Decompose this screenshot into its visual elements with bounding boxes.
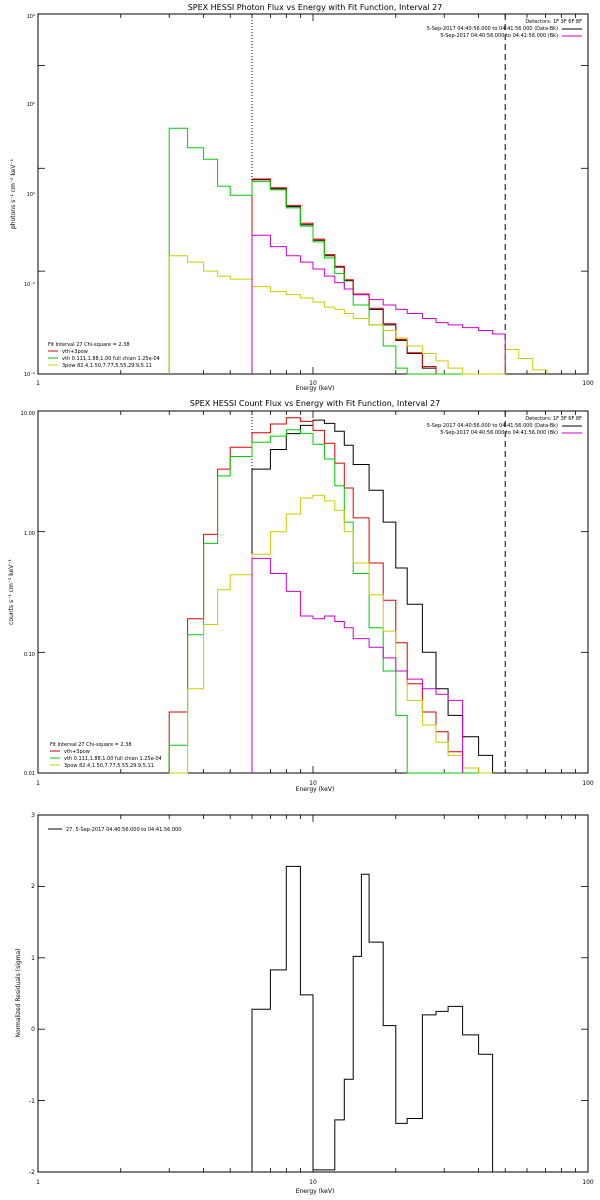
panel2-ytick-label-0: 0.01: [24, 771, 35, 777]
panel2-legend-tr-1: 5-Sep-2017 04:40:56.000 to 04:41:56.000 …: [427, 423, 558, 429]
panel1-ytick-label-2: 10⁰: [27, 192, 35, 198]
panel2-xtick-label-10: 10: [309, 780, 317, 787]
panel2-title: SPEX HESSI Count Flux vs Energy with Fit…: [190, 399, 441, 408]
panel3-ytick-label-3: 1: [31, 955, 35, 962]
panel1-legend-tr-1: 5-Sep-2017 04:40:56.000 to 04:41:56.000 …: [427, 26, 558, 32]
panel3-legend-label: 27. 5-Sep-2017 04:40:56.000 to 04:41:56.…: [66, 827, 181, 833]
panel3-ytick-label-2: 0: [31, 1026, 35, 1033]
panel1-xlabel: Energy (keV): [296, 385, 335, 392]
panel3-xtick-label-10: 10: [309, 1179, 317, 1186]
panel1-xtick-label-1: 1: [36, 380, 40, 387]
panel1-ytick-label-3: 10²: [27, 102, 35, 108]
panel1-legend-tr-0: Detectors: 1F 3F 6F 8F: [525, 19, 582, 25]
panel2-legend-bl-0: Fit Interval 27 Chi-square = 2.38: [50, 742, 132, 748]
panel2-legend-tr-2: 5-Sep-2017 04:40:56.000 to 04:41:56.000 …: [440, 430, 558, 436]
panel2-series-bk: [251, 557, 464, 773]
panel3-marks: [37, 814, 589, 1173]
panel1-legend-bl-1: vth+3pow: [62, 349, 88, 355]
panel1-legend-tr-2: 5-Sep-2017 04:40:56.000 to 04:41:56.000 …: [440, 33, 558, 39]
panel2-legend-bl-3: 3pow 82.4,1.50,7.77,5.55,29.9,5.11: [64, 763, 154, 769]
photon-flux-panel: SPEX HESSI Photon Flux vs Energy with Fi…: [10, 3, 594, 392]
panel3-ytick-label-1: -1: [29, 1098, 35, 1105]
panel2-series-3pow: [169, 494, 493, 774]
panel1-legend-bl-2: vth 0.111,1.88,1.00 full chian 1.25e-04: [62, 356, 160, 362]
panel1-series-3pow: [168, 255, 548, 375]
panel3-series-27: [251, 865, 494, 1172]
panel3-ylabel: Normalized Residuals (sigma): [15, 948, 22, 1037]
panel2-legend-bl-2: vth 0.111,1.88,1.00 full chian 1.25e-04: [64, 756, 162, 762]
panel3-ytick-label-5: 3: [31, 812, 35, 819]
panel2-xtick-label-1: 1: [36, 780, 40, 787]
panel1-series-vth: [168, 127, 506, 375]
panel3-xtick-label-100: 100: [582, 1179, 594, 1186]
residuals-panel: Normalized Residuals (sigma) Energy (keV…: [15, 812, 594, 1195]
panel1-xtick-label-10: 10: [309, 380, 317, 387]
panel1-legend-bl-0: Fit Interval 27 Chi-square = 2.38: [48, 342, 130, 348]
panel3-ytick-label-4: 2: [31, 883, 35, 890]
panel2-legend-tr-0: Detectors: 1F 3F 6F 8F: [525, 416, 582, 422]
count-flux-panel: SPEX HESSI Count Flux vs Energy with Fit…: [8, 399, 594, 793]
panel1-marks: [37, 13, 589, 375]
panel1-title: SPEX HESSI Photon Flux vs Energy with Fi…: [188, 3, 443, 12]
panel2-legend-bl-1: vth+3pow: [64, 749, 90, 755]
panel3-ytick-label-0: -2: [29, 1169, 35, 1176]
panel2-ylabel: counts s⁻¹ cm⁻² keV⁻¹: [8, 559, 15, 625]
panel1-xtick-label-100: 100: [582, 380, 594, 387]
panel1-ylabel: photons s⁻¹ cm⁻² keV⁻¹: [10, 158, 17, 229]
panel2-ytick-label-1: 0.10: [24, 652, 35, 658]
panel1-series-bk: [251, 234, 506, 374]
panel1-ytick-label-1: 10⁻²: [24, 282, 35, 288]
panel1-ytick-label-4: 10³: [27, 14, 35, 20]
panel2-xlabel: Energy (keV): [296, 786, 335, 793]
panel2-xtick-label-100: 100: [582, 780, 594, 787]
panel1-ytick-label-0: 10⁻⁴: [24, 372, 35, 378]
panel3-xlabel: Energy (keV): [296, 1188, 335, 1195]
panel2-series-vth: [168, 429, 493, 774]
panel2-ytick-label-2: 1.00: [24, 531, 35, 537]
panel2-ytick-label-3: 10.00: [21, 411, 35, 417]
panel2-marks: [37, 410, 589, 774]
panel3-xtick-label-1: 1: [36, 1179, 40, 1186]
panel1-legend-bl-3: 3pow 82.4,1.50,7.77,5.55,29.9,5.11: [62, 363, 152, 369]
